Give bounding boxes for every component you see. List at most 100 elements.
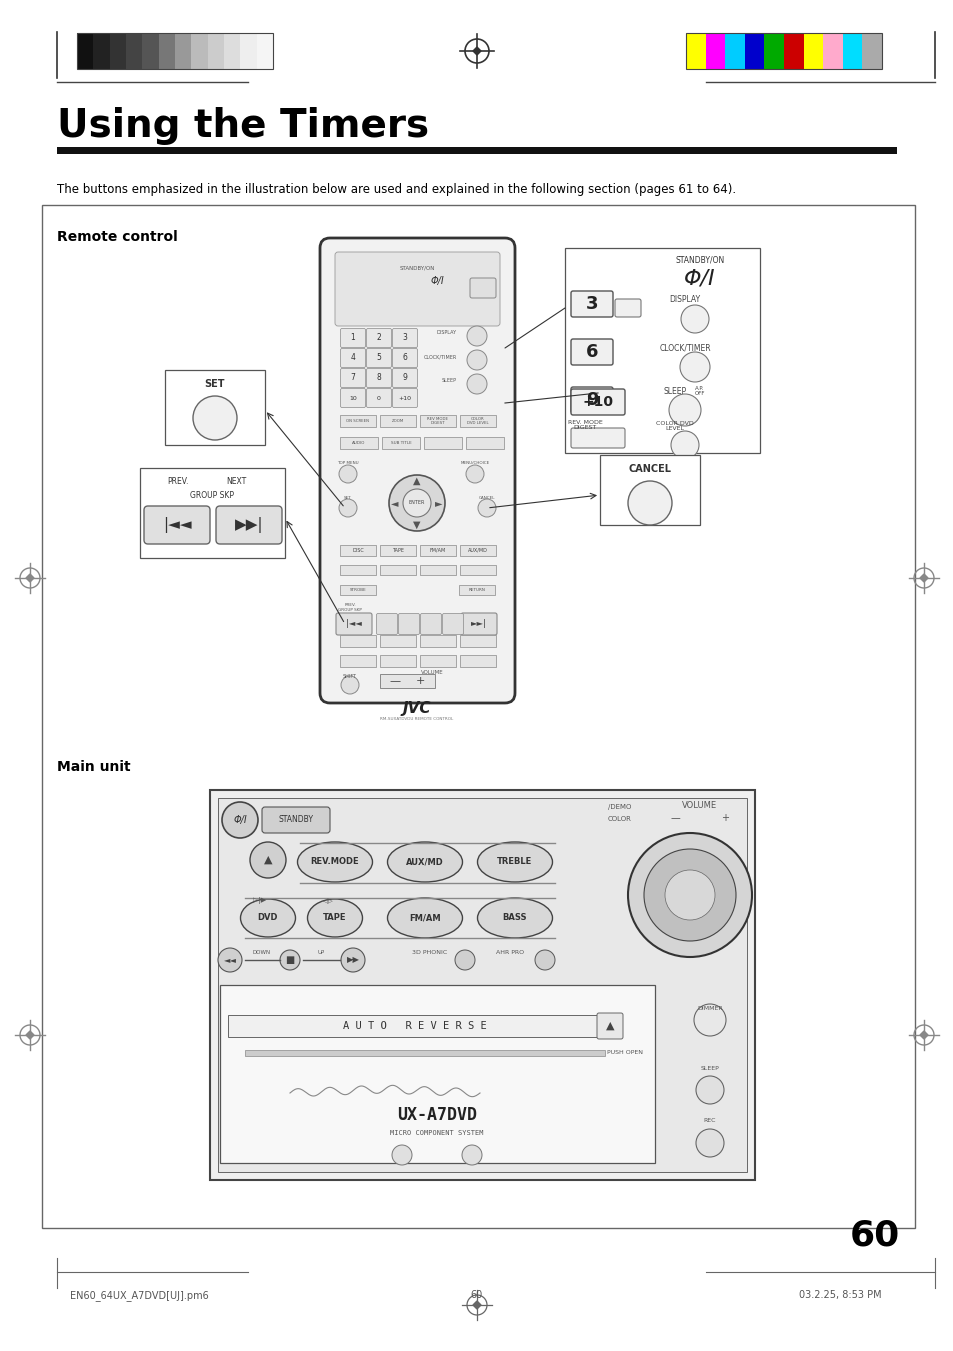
Text: DISPLAY: DISPLAY [436,331,456,335]
Bar [459,415,496,427]
Circle shape [455,950,475,970]
Bar [142,32,159,69]
Polygon shape [473,1301,480,1309]
Text: Φ/I: Φ/I [233,815,247,825]
Circle shape [218,948,242,971]
Bar [339,544,375,557]
Circle shape [670,431,699,459]
Text: DVD: DVD [257,913,278,923]
Bar [165,370,265,444]
Circle shape [222,802,257,838]
Circle shape [465,465,483,484]
Text: 7: 7 [350,373,355,382]
Circle shape [250,842,286,878]
FancyBboxPatch shape [366,369,391,388]
Text: 1: 1 [351,334,355,343]
Text: The buttons emphasized in the illustration below are used and explained in the f: The buttons emphasized in the illustrati… [57,182,736,196]
Bar [459,544,496,557]
Text: 6: 6 [585,343,598,361]
Text: A.P.
OFF: A.P. OFF [694,385,704,396]
Text: ▶▶|: ▶▶| [234,517,263,534]
Text: DOWN: DOWN [253,950,271,955]
FancyBboxPatch shape [615,299,640,317]
Text: ZOOM: ZOOM [392,419,404,423]
FancyBboxPatch shape [376,613,397,635]
Text: Using the Timers: Using the Timers [57,107,429,145]
Text: AUDIO: AUDIO [352,440,365,444]
Polygon shape [26,574,34,582]
Text: TAPE: TAPE [323,913,346,923]
Text: Φ/I: Φ/I [683,267,715,288]
Bar [763,32,783,69]
Text: 60: 60 [849,1219,899,1252]
Text: SUB TITLE: SUB TITLE [390,440,411,444]
Bar [126,32,143,69]
Bar [93,32,110,69]
Text: GROUP SKP: GROUP SKP [190,490,233,500]
Text: Main unit: Main unit [57,761,131,774]
Circle shape [643,848,735,942]
Text: UP: UP [317,950,324,955]
FancyBboxPatch shape [335,253,499,326]
Text: —: — [389,676,400,686]
Circle shape [392,1146,412,1165]
Circle shape [340,676,358,694]
Bar [256,32,274,69]
Text: ENTER: ENTER [409,500,425,505]
Text: TAPE: TAPE [392,547,403,553]
Bar [724,32,744,69]
Text: Remote control: Remote control [57,230,177,245]
FancyBboxPatch shape [460,613,497,635]
Polygon shape [26,1031,34,1039]
Bar [862,32,882,69]
Text: ▲: ▲ [605,1021,614,1031]
Bar [140,467,285,558]
FancyBboxPatch shape [340,389,365,408]
Bar [705,32,725,69]
FancyBboxPatch shape [571,386,613,413]
Circle shape [680,305,708,332]
Bar [423,436,461,449]
Bar [57,147,896,154]
Text: REC: REC [703,1119,716,1124]
Bar [339,635,375,647]
Bar [685,32,705,69]
FancyBboxPatch shape [366,349,391,367]
Circle shape [193,396,236,440]
Text: SLEEP: SLEEP [700,1066,719,1070]
Text: 3: 3 [402,334,407,343]
Circle shape [627,481,671,526]
FancyBboxPatch shape [144,507,210,544]
Text: EN60_64UX_A7DVD[UJ].pm6: EN60_64UX_A7DVD[UJ].pm6 [70,1290,209,1301]
Text: REV.MODE: REV.MODE [311,858,359,866]
Bar [245,1050,604,1056]
Text: SET: SET [344,496,352,500]
Bar [379,544,416,557]
Text: 03.2.25, 8:53 PM: 03.2.25, 8:53 PM [799,1290,882,1300]
Text: SET: SET [205,380,225,389]
Circle shape [280,950,299,970]
Text: MICRO COMPONENT SYSTEM: MICRO COMPONENT SYSTEM [390,1129,483,1136]
Text: AHR PRO: AHR PRO [496,950,523,955]
Text: CANCEL: CANCEL [478,496,495,500]
FancyBboxPatch shape [442,613,463,635]
Bar [42,205,914,1228]
Text: CANCEL: CANCEL [628,463,671,474]
Text: ◄: ◄ [391,499,398,508]
Circle shape [693,1004,725,1036]
Bar [339,436,377,449]
FancyBboxPatch shape [420,613,441,635]
Text: 3D PHONIC: 3D PHONIC [412,950,447,955]
Circle shape [338,499,356,517]
FancyBboxPatch shape [571,428,624,449]
Bar [822,32,842,69]
Ellipse shape [307,898,362,938]
Bar [240,32,257,69]
Text: AUX/MD: AUX/MD [406,858,443,866]
Bar [379,635,416,647]
Bar [339,655,375,667]
Text: 6: 6 [402,354,407,362]
Text: NEXT: NEXT [226,477,246,486]
Text: JVC: JVC [402,701,431,716]
Bar [419,565,456,576]
